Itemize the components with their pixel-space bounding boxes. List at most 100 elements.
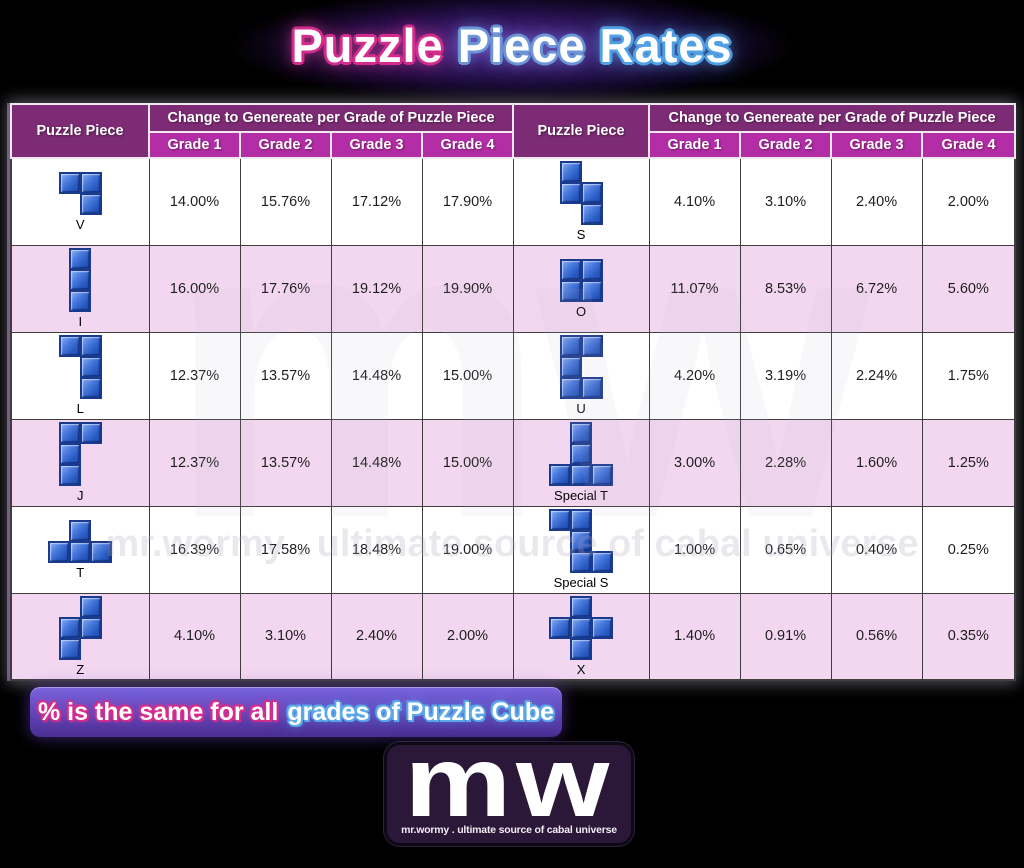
mw-logo: mw mr.wormy . ultimate source of cabal u… [384,726,634,846]
piece-block [580,279,603,302]
rate-value: 19.00% [421,505,514,594]
piece-cell-special-t: Special T [512,418,650,507]
rate-value: 4.20% [648,331,741,420]
rate-value: 12.37% [148,331,241,420]
piece-label: Special S [553,575,609,590]
rate-value: 2.40% [330,592,423,681]
piece-block [58,171,81,194]
piece-block [570,595,593,618]
rate-value: 11.07% [648,244,741,333]
rate-value: 0.91% [739,592,832,681]
rate-value: 15.76% [239,157,332,246]
change-per-grade-header-right: Change to Genereate per Grade of Puzzle … [648,103,1017,133]
piece-block [90,540,113,563]
rates-table-body: V 14.00% 15.76% 17.12% 17.90% S 4.10% 3.10% 2.40… [10,157,1016,681]
mw-logo-tagline: mr.wormy . ultimate source of cabal univ… [401,824,617,836]
rate-value: 15.00% [421,418,514,507]
piece-block [79,192,102,215]
page-title: Puzzle Piece Rates [0,18,1024,74]
piece-label: U [576,401,586,416]
rate-value: 18.48% [330,505,423,594]
grade-3-header-right: Grade 3 [830,131,924,159]
grade-4-header-left: Grade 4 [420,131,515,159]
rate-value: 2.28% [739,418,832,507]
piece-block [570,422,593,444]
piece-block [559,258,582,281]
table-row: V 14.00% 15.76% 17.12% 17.90% S 4.10% 3.10% 2.40… [10,157,1016,246]
rate-value: 17.76% [239,244,332,333]
piece-block [69,540,92,563]
table-row: I 16.00% 17.76% 19.12% 19.90% O 11.07% 8.53% 6.7… [10,244,1016,333]
rate-value: 17.90% [421,157,514,246]
grade-3-header-left: Grade 3 [330,131,423,159]
footnote-blue-part: grades of Puzzle Cube [287,697,555,726]
rate-value: 19.90% [421,244,514,333]
puzzle-piece-header-left: Puzzle Piece [10,103,150,159]
puzzle-piece-graphic [549,595,614,660]
puzzle-piece-graphic [559,258,603,302]
piece-block [570,443,593,465]
grade-1-header-left: Grade 1 [148,131,241,159]
puzzle-piece-graphic [549,422,614,486]
piece-cell-s: S [512,157,650,246]
rate-value: 14.48% [330,418,423,507]
rate-value: 0.65% [739,505,832,594]
rate-value: 0.35% [921,592,1016,681]
piece-block [570,551,593,573]
piece-block [69,519,92,542]
piece-block [580,335,603,357]
piece-block [559,335,582,357]
rate-value: 3.10% [739,157,832,246]
piece-label: Z [76,661,85,677]
rate-value: 2.00% [921,157,1016,246]
piece-block [570,616,593,639]
change-per-grade-header-left: Change to Genereate per Grade of Puzzle … [147,103,515,133]
piece-block [591,464,614,486]
piece-label: Special T [554,488,609,503]
piece-block [580,203,603,226]
puzzle-piece-graphic [48,519,113,563]
puzzle-piece-graphic [549,509,614,573]
piece-label: O [575,303,587,319]
rate-value: 13.57% [239,418,332,507]
piece-block [69,248,92,270]
piece-block [69,290,92,312]
piece-label: J [77,488,84,503]
puzzle-piece-graphic [58,422,102,486]
rate-value: 2.24% [830,331,923,420]
table-header: Puzzle Piece Change to Genereate per Gra… [10,103,1017,159]
rate-value: 1.75% [921,331,1016,420]
piece-block [79,422,102,444]
rate-value: 4.10% [648,157,741,246]
piece-block [58,422,81,444]
rate-value: 16.39% [148,505,241,594]
piece-cell-u: U [512,331,650,420]
rate-value: 8.53% [739,244,832,333]
piece-cell-o: O [512,244,650,333]
piece-block [559,161,582,184]
piece-block [591,616,614,639]
puzzle-piece-graphic [58,595,102,660]
piece-block [570,509,593,531]
piece-cell-z: Z [10,592,150,681]
piece-block [79,616,102,639]
piece-cell-t: T [10,505,150,594]
piece-block [580,182,603,205]
puzzle-piece-graphic [69,248,92,312]
grade-2-header-right: Grade 2 [739,131,833,159]
piece-block [58,616,81,639]
piece-label: X [576,661,586,677]
table-row: L 12.37% 13.57% 14.48% 15.00% U 4.20% 3.19% 2.24… [10,331,1016,420]
piece-block [559,377,582,399]
rate-value: 13.57% [239,331,332,420]
rate-value: 16.00% [148,244,241,333]
rate-value: 0.40% [830,505,923,594]
piece-cell-l: L [10,331,150,420]
rates-table-grid: Puzzle Piece Change to Genereate per Gra… [10,103,1017,681]
table-row: T 16.39% 17.58% 18.48% 19.00% Special S 1.00% 0… [10,505,1016,594]
rate-value: 6.72% [830,244,923,333]
piece-block [79,335,102,357]
piece-label: I [78,314,83,329]
title-word-piece: Piece [457,19,586,72]
piece-label: S [576,227,586,243]
